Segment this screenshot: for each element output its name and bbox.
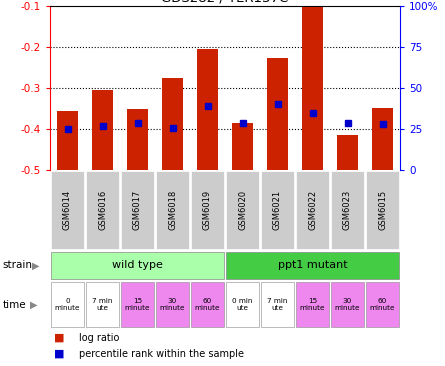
- Text: GSM6018: GSM6018: [168, 190, 177, 230]
- Bar: [372, 108, 393, 170]
- Text: ■: ■: [54, 349, 65, 359]
- Bar: [156, 171, 189, 249]
- Text: ■: ■: [54, 333, 65, 343]
- Text: 15
minute: 15 minute: [125, 298, 150, 311]
- Text: GSM6016: GSM6016: [98, 190, 107, 230]
- Bar: [331, 282, 364, 327]
- Text: wild type: wild type: [112, 261, 163, 270]
- Text: strain: strain: [2, 261, 32, 270]
- Bar: [226, 251, 399, 280]
- Bar: [267, 59, 288, 170]
- Text: 30
minute: 30 minute: [160, 298, 185, 311]
- Text: 60
minute: 60 minute: [195, 298, 220, 311]
- Text: GSM6020: GSM6020: [238, 190, 247, 230]
- Text: GSM6022: GSM6022: [308, 190, 317, 230]
- Bar: [191, 282, 224, 327]
- Bar: [51, 282, 84, 327]
- Bar: [127, 109, 148, 170]
- Text: GSM6015: GSM6015: [378, 190, 387, 230]
- Text: 0 min
ute: 0 min ute: [232, 298, 253, 311]
- Bar: [226, 171, 259, 249]
- Text: 60
minute: 60 minute: [370, 298, 395, 311]
- Title: GDS282 / YER137C: GDS282 / YER137C: [162, 0, 289, 5]
- Bar: [197, 49, 218, 170]
- Bar: [261, 171, 294, 249]
- Bar: [226, 282, 259, 327]
- Text: log ratio: log ratio: [79, 333, 119, 343]
- Bar: [191, 171, 224, 249]
- Text: GSM6014: GSM6014: [63, 190, 72, 230]
- Text: GSM6023: GSM6023: [343, 190, 352, 230]
- Bar: [51, 171, 84, 249]
- Text: 7 min
ute: 7 min ute: [267, 298, 287, 311]
- Bar: [366, 171, 399, 249]
- Bar: [156, 282, 189, 327]
- Bar: [92, 90, 113, 170]
- Bar: [51, 251, 224, 280]
- Text: 30
minute: 30 minute: [335, 298, 360, 311]
- Bar: [261, 282, 294, 327]
- Text: ▶: ▶: [30, 299, 38, 310]
- Bar: [86, 171, 119, 249]
- Text: ppt1 mutant: ppt1 mutant: [278, 261, 347, 270]
- Bar: [295, 171, 329, 249]
- Text: 15
minute: 15 minute: [300, 298, 325, 311]
- Bar: [162, 78, 183, 170]
- Text: 0
minute: 0 minute: [55, 298, 80, 311]
- Bar: [295, 282, 329, 327]
- Text: time: time: [2, 299, 26, 310]
- Text: GSM6019: GSM6019: [203, 190, 212, 230]
- Text: 7 min
ute: 7 min ute: [92, 298, 113, 311]
- Bar: [232, 123, 253, 170]
- Text: percentile rank within the sample: percentile rank within the sample: [79, 349, 244, 359]
- Bar: [331, 171, 364, 249]
- Bar: [121, 171, 154, 249]
- Bar: [337, 135, 358, 170]
- Bar: [57, 111, 78, 170]
- Bar: [302, 7, 323, 170]
- Bar: [121, 282, 154, 327]
- Bar: [86, 282, 119, 327]
- Text: GSM6017: GSM6017: [133, 190, 142, 230]
- Text: ▶: ▶: [32, 261, 40, 270]
- Bar: [366, 282, 399, 327]
- Text: GSM6021: GSM6021: [273, 190, 282, 230]
